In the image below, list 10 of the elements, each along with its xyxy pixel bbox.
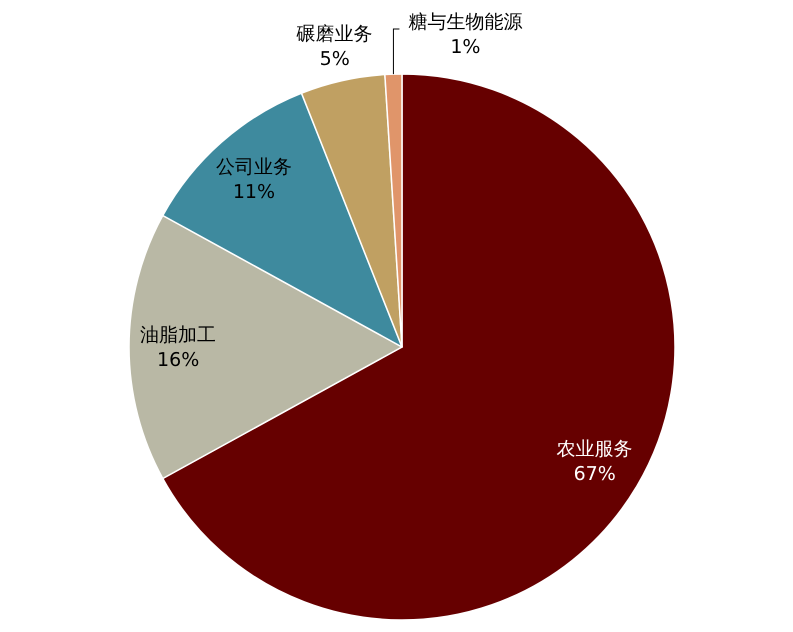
slice-label: 公司业务 bbox=[216, 156, 292, 178]
data-label: 11% bbox=[232, 181, 276, 204]
slice-label: 碾磨业务 bbox=[296, 22, 373, 45]
slice-label: 糖与生物能源 bbox=[408, 11, 522, 33]
data-label: 5% bbox=[320, 48, 350, 70]
data-label: 1% bbox=[450, 36, 481, 58]
slice-label: 农业服务 bbox=[556, 438, 633, 460]
data-label: 67% bbox=[574, 462, 616, 485]
data-label: 16% bbox=[157, 349, 200, 371]
slice-label: 油脂加工 bbox=[140, 324, 216, 346]
